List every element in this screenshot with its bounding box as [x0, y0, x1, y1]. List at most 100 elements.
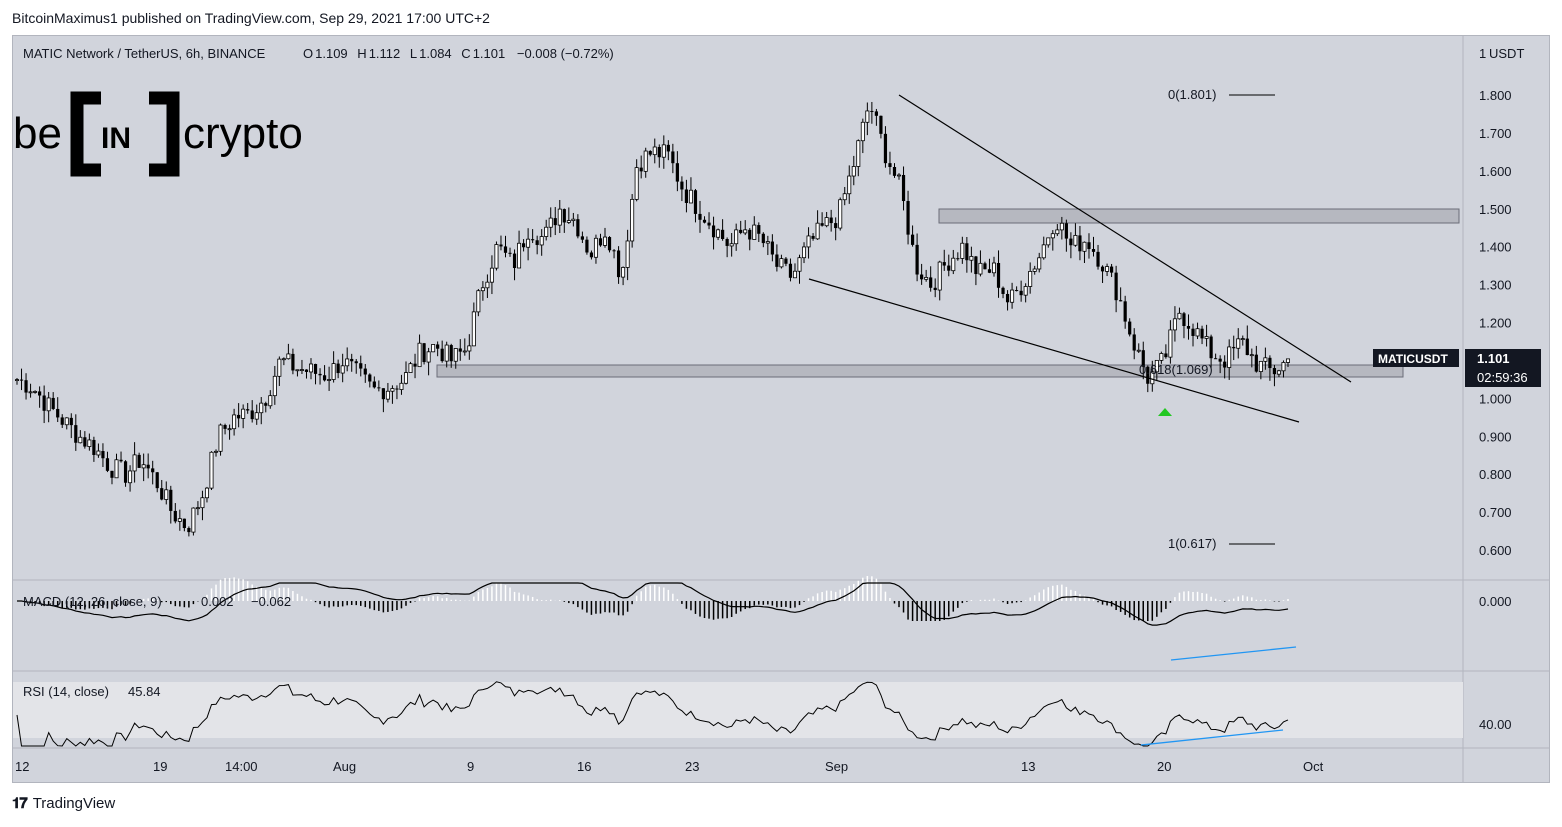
- candle: [675, 151, 679, 192]
- candle: [1245, 325, 1249, 356]
- x-tick-6: 23: [685, 759, 699, 774]
- candle: [521, 239, 526, 252]
- candle: [69, 413, 73, 439]
- candle: [639, 155, 643, 179]
- candle: [322, 365, 327, 382]
- resistance-zone[interactable]: [938, 208, 1460, 224]
- candle: [354, 359, 358, 374]
- candle: [78, 430, 83, 444]
- candle: [1015, 286, 1019, 292]
- candle: [33, 390, 38, 394]
- candle: [399, 374, 404, 395]
- candle: [340, 353, 345, 383]
- candle: [1059, 216, 1064, 240]
- candle: [1100, 265, 1105, 283]
- candle: [218, 423, 223, 456]
- candle: [471, 302, 476, 347]
- candle: [327, 366, 332, 391]
- candle: [820, 212, 824, 227]
- candle: [372, 376, 376, 389]
- candle: [227, 424, 232, 440]
- candle: [535, 235, 539, 255]
- candle: [169, 485, 173, 524]
- candle: [969, 246, 974, 273]
- x-tick-8: 13: [1021, 759, 1035, 774]
- candle: [164, 481, 169, 505]
- candle: [286, 343, 291, 360]
- candle: [1032, 265, 1037, 275]
- candle: [137, 452, 141, 468]
- candle: [625, 229, 630, 281]
- candle: [996, 250, 1001, 298]
- candle: [711, 216, 716, 250]
- candle: [630, 194, 635, 248]
- support-zone[interactable]: [436, 364, 1404, 378]
- candle: [440, 340, 444, 363]
- candle: [485, 274, 490, 299]
- candle: [1146, 365, 1150, 393]
- candle: [1214, 353, 1218, 360]
- candle: [1276, 369, 1281, 378]
- candle: [983, 261, 987, 270]
- price-axis[interactable]: 1.8001.7001.6001.5001.4001.3001.2001.100…: [1479, 88, 1512, 558]
- axis-unit-label: USDT: [1489, 46, 1524, 61]
- candle: [1005, 290, 1010, 311]
- wedge-upper-line[interactable]: [898, 94, 1352, 383]
- candle: [264, 401, 268, 413]
- candle: [585, 236, 589, 255]
- candle: [204, 486, 209, 503]
- wedge-lower-line[interactable]: [808, 278, 1300, 423]
- candle: [829, 209, 833, 232]
- candle: [458, 339, 462, 361]
- candle: [499, 235, 503, 251]
- candle: [19, 368, 24, 391]
- macd-pane[interactable]: [17, 576, 1289, 626]
- y-tick-3: 1.500: [1479, 202, 1512, 217]
- x-tick-3: Aug: [333, 759, 356, 774]
- candle: [1064, 219, 1068, 252]
- candle: [792, 263, 797, 279]
- rsi-value: 45.84: [128, 684, 161, 699]
- rsi-pane[interactable]: [16, 681, 1289, 747]
- candle: [752, 216, 757, 240]
- candle: [802, 242, 807, 264]
- candle: [883, 126, 888, 168]
- tradingview-logo-icon: 𝟏𝟕: [12, 795, 28, 812]
- x-tick-0: 12: [15, 759, 29, 774]
- candle: [417, 334, 422, 368]
- candle: [277, 356, 282, 386]
- rsi-line: [16, 681, 1289, 747]
- candle: [661, 135, 666, 169]
- candle: [874, 108, 878, 126]
- candle: [1200, 325, 1204, 345]
- candle: [739, 220, 743, 235]
- candle: [1041, 236, 1046, 260]
- candle: [892, 163, 897, 178]
- candle: [924, 269, 929, 282]
- candle: [666, 140, 670, 161]
- candle: [621, 266, 626, 286]
- candle: [589, 250, 594, 260]
- candle: [576, 214, 580, 239]
- candle: [390, 385, 395, 404]
- time-axis[interactable]: 12 19 14:00 Aug 9 16 23 Sep 13 20 Oct: [15, 759, 1324, 774]
- legend-change: −0.008 (−0.72%): [517, 46, 614, 61]
- candle: [1223, 355, 1227, 379]
- logo-crypto: crypto: [183, 109, 303, 158]
- candle: [1195, 322, 1200, 340]
- candle: [553, 207, 557, 236]
- candle: [476, 288, 481, 317]
- candle: [1078, 225, 1082, 261]
- candle: [426, 347, 431, 376]
- candle: [508, 247, 512, 257]
- candle: [74, 414, 78, 451]
- candle: [299, 359, 304, 375]
- legend-close: 1.101: [473, 46, 506, 61]
- candle: [1119, 287, 1123, 302]
- candle: [951, 249, 956, 275]
- candle: [770, 234, 774, 262]
- candle: [1050, 230, 1055, 251]
- candle: [1258, 360, 1263, 380]
